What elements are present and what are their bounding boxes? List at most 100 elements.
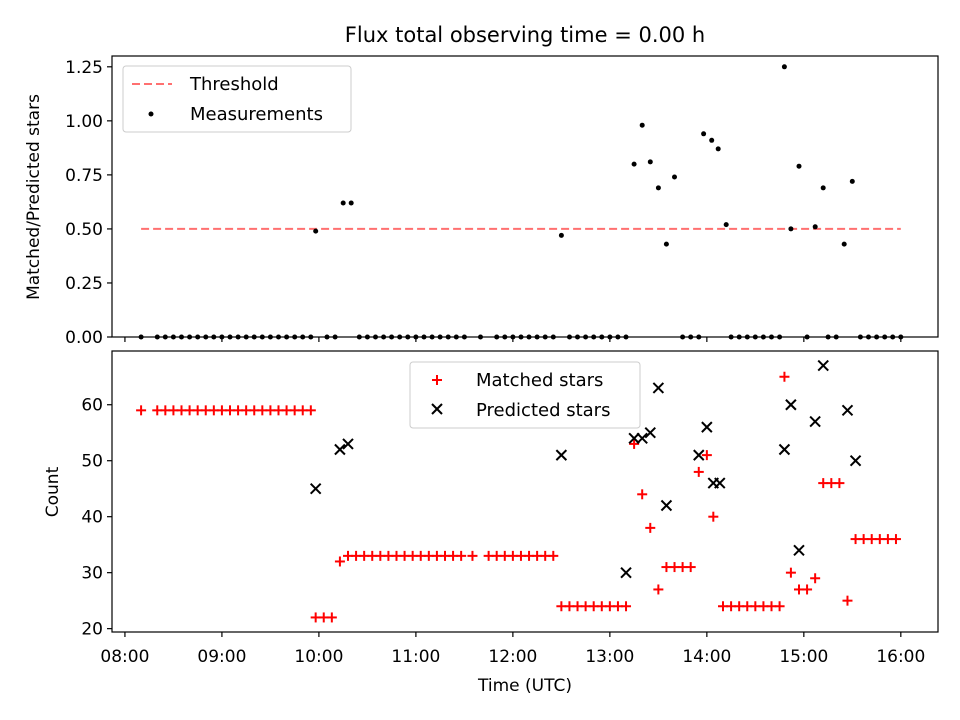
matched-point bbox=[701, 450, 712, 461]
measurement-point bbox=[701, 131, 707, 137]
bottom-x-tick-label: 11:00 bbox=[391, 647, 440, 667]
matched-point bbox=[774, 601, 785, 612]
bottom-y-tick-label: 20 bbox=[81, 620, 103, 640]
bottom-y-axis: 20 30 40 50 60 bbox=[81, 396, 112, 640]
measurement-point bbox=[647, 159, 653, 165]
measurement-point bbox=[639, 122, 645, 128]
matched-point bbox=[685, 562, 696, 573]
measurement-point bbox=[781, 64, 787, 70]
matched-point bbox=[334, 556, 345, 567]
predicted-point bbox=[849, 455, 862, 467]
predicted-point bbox=[309, 482, 322, 495]
measurement-point bbox=[313, 228, 319, 234]
top-x-axis-ticks bbox=[124, 337, 902, 342]
top-axes-frame bbox=[111, 55, 939, 338]
top-y-axis: 0.00 0.25 0.50 0.75 1.00 1.25 bbox=[65, 58, 112, 348]
bottom-x-tick-label: 09:00 bbox=[197, 647, 246, 667]
measurement-point bbox=[340, 200, 346, 206]
predicted-point bbox=[693, 449, 705, 461]
bottom-x-tick-label: 14:00 bbox=[682, 647, 731, 667]
predicted-point bbox=[714, 477, 726, 489]
matched-point bbox=[653, 584, 664, 595]
measurement-point bbox=[796, 163, 802, 169]
predicted-point bbox=[334, 443, 346, 456]
bottom-x-axis: 08:00 09:00 10:00 11:00 12:00 13:00 14:00 15:00… bbox=[100, 632, 925, 667]
top-y-tick-label: 0.00 bbox=[65, 328, 103, 348]
measurement-point bbox=[672, 174, 677, 180]
measurement-point bbox=[715, 146, 721, 152]
predicted-point bbox=[809, 415, 821, 428]
matched-point bbox=[842, 595, 853, 606]
legend-matched-swatch bbox=[432, 375, 442, 385]
predicted-point bbox=[555, 449, 568, 461]
predicted-point bbox=[628, 432, 640, 445]
top-y-tick-label: 1.00 bbox=[65, 112, 103, 132]
matched-point bbox=[629, 438, 640, 449]
bottom-x-axis-label: Time (UTC) bbox=[477, 676, 572, 696]
matched-point bbox=[456, 550, 467, 561]
legend-threshold-label: Threshold bbox=[189, 74, 279, 95]
top-y-tick-label: 0.50 bbox=[65, 220, 103, 240]
measurement-point bbox=[709, 137, 715, 143]
predicted-point bbox=[660, 499, 673, 512]
bottom-x-tick-label: 13:00 bbox=[585, 647, 634, 667]
top-panel: Flux total observing time = 0.00 h 0.00 0… bbox=[24, 23, 939, 348]
legend-predicted-label: Predicted stars bbox=[476, 400, 610, 421]
measurement-point bbox=[655, 185, 661, 191]
measurement-point bbox=[820, 185, 826, 191]
measurement-point bbox=[663, 241, 669, 247]
predicted-point bbox=[644, 427, 656, 439]
top-y-axis-label: Matched/Predicted stars bbox=[24, 94, 44, 300]
measurement-point bbox=[849, 178, 855, 184]
bottom-x-tick-label: 15:00 bbox=[779, 647, 828, 667]
bottom-x-tick-label: 08:00 bbox=[100, 647, 149, 667]
matched-point bbox=[810, 573, 821, 584]
matched-point bbox=[467, 550, 478, 561]
measurement-point bbox=[558, 232, 564, 238]
legend-measurements-swatch bbox=[148, 111, 154, 117]
bottom-x-tick-label: 10:00 bbox=[294, 647, 343, 667]
legend-predicted-swatch bbox=[431, 403, 443, 415]
bottom-legend: Matched stars Predicted stars bbox=[409, 361, 641, 429]
predicted-point bbox=[701, 421, 713, 433]
bottom-axes-frame bbox=[111, 350, 939, 633]
matched-point bbox=[326, 612, 337, 623]
top-chart-title: Flux total observing time = 0.00 h bbox=[345, 23, 705, 47]
top-y-tick-label: 1.25 bbox=[65, 58, 103, 78]
bottom-x-tick-label: 16:00 bbox=[876, 647, 925, 667]
predicted-point bbox=[342, 438, 354, 450]
predicted-point bbox=[620, 566, 632, 579]
measurement-point bbox=[723, 222, 729, 228]
matched-point bbox=[834, 478, 845, 489]
bottom-y-axis-label: Count bbox=[43, 466, 63, 517]
matched-point bbox=[548, 550, 559, 561]
matched-point bbox=[621, 601, 632, 612]
predicted-point bbox=[778, 443, 791, 456]
measurement-point bbox=[788, 226, 794, 232]
measurement-point bbox=[812, 224, 818, 230]
matched-point bbox=[693, 466, 704, 477]
matched-point bbox=[890, 534, 901, 545]
bottom-y-tick-label: 60 bbox=[81, 396, 103, 416]
predicted-point bbox=[785, 399, 797, 411]
top-legend: Threshold Measurements bbox=[122, 65, 352, 133]
matched-point bbox=[708, 511, 719, 522]
measurement-point bbox=[348, 200, 354, 206]
legend-measurements-label: Measurements bbox=[190, 104, 323, 125]
matched-point bbox=[637, 489, 648, 500]
measurement-point bbox=[631, 161, 637, 167]
measurement-point bbox=[841, 241, 847, 247]
matched-point bbox=[305, 405, 316, 416]
predicted-point bbox=[793, 544, 805, 556]
matched-point bbox=[645, 522, 656, 533]
bottom-legend-box bbox=[409, 361, 641, 429]
bottom-y-tick-label: 40 bbox=[81, 508, 103, 528]
legend-matched-label: Matched stars bbox=[476, 370, 603, 391]
top-y-tick-label: 0.75 bbox=[65, 166, 103, 186]
predicted-point bbox=[817, 359, 829, 372]
bottom-plot-area bbox=[136, 359, 901, 623]
bottom-y-tick-label: 50 bbox=[81, 452, 103, 472]
bottom-y-tick-label: 30 bbox=[81, 564, 103, 584]
top-legend-box bbox=[122, 65, 352, 133]
